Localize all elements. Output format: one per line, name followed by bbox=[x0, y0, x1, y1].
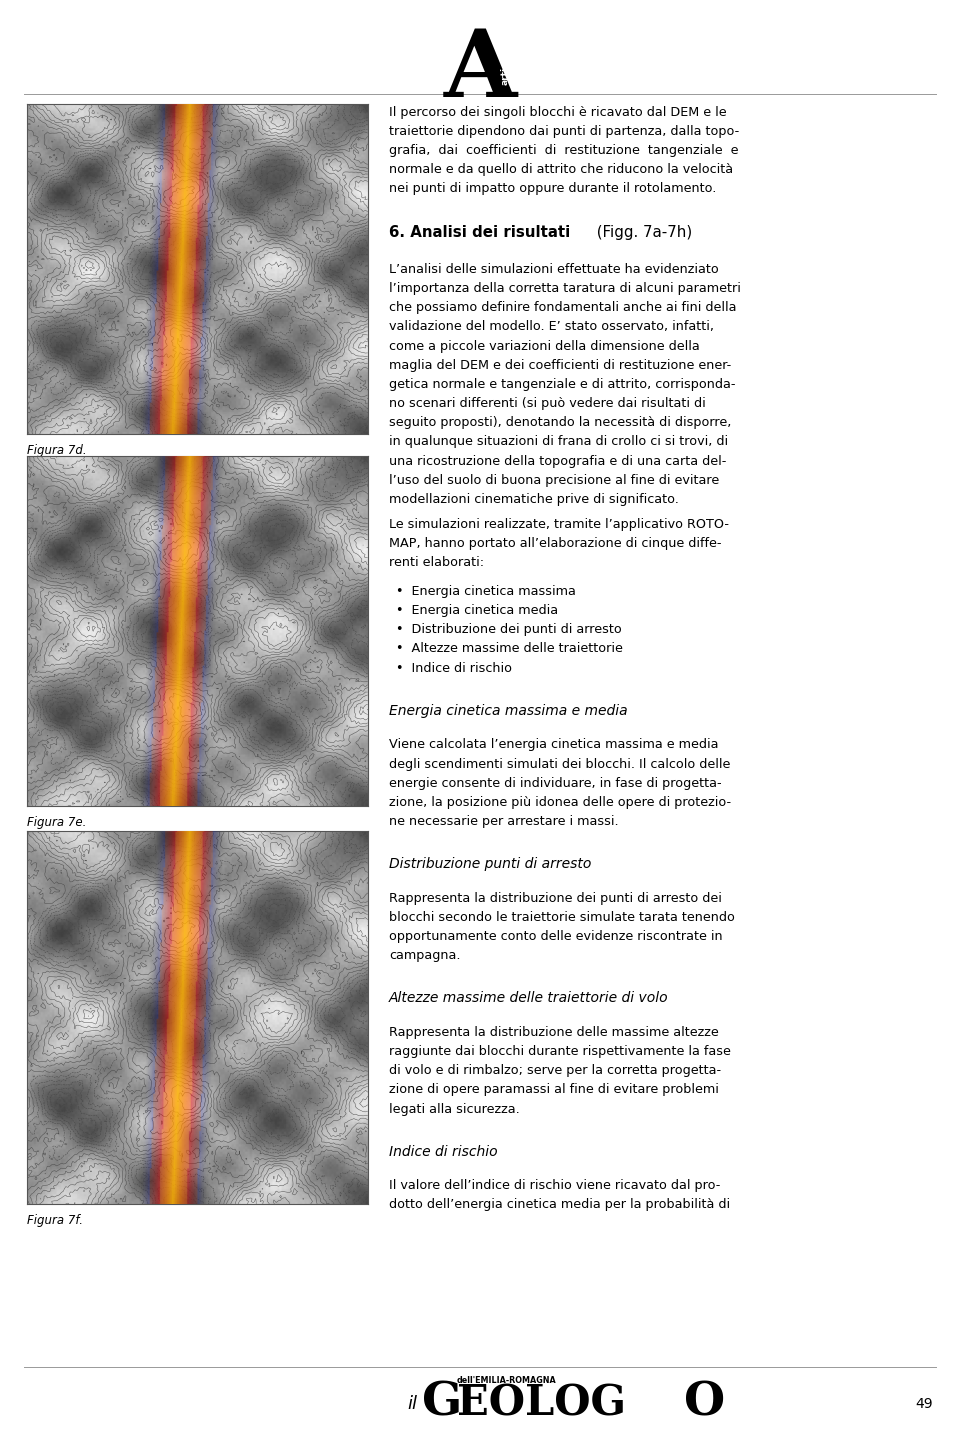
Text: renti elaborati:: renti elaborati: bbox=[389, 556, 484, 569]
Text: •  Energia cinetica media: • Energia cinetica media bbox=[396, 603, 559, 616]
Text: L’analisi delle simulazioni effettuate ha evidenziato: L’analisi delle simulazioni effettuate h… bbox=[389, 263, 718, 276]
Text: modellazioni cinematiche prive di significato.: modellazioni cinematiche prive di signif… bbox=[389, 493, 679, 506]
Text: di volo e di rimbalzo; serve per la corretta progetta-: di volo e di rimbalzo; serve per la corr… bbox=[389, 1064, 721, 1077]
Text: O: O bbox=[684, 1379, 725, 1425]
Text: •  Energia cinetica massima: • Energia cinetica massima bbox=[396, 585, 576, 598]
Text: articolo: articolo bbox=[500, 46, 510, 85]
Text: degli scendimenti simulati dei blocchi. Il calcolo delle: degli scendimenti simulati dei blocchi. … bbox=[389, 757, 731, 770]
Text: Il valore dell’indice di rischio viene ricavato dal pro-: Il valore dell’indice di rischio viene r… bbox=[389, 1179, 720, 1192]
Text: EOLOG: EOLOG bbox=[457, 1382, 626, 1425]
Text: normale e da quello di attrito che riducono la velocità: normale e da quello di attrito che riduc… bbox=[389, 164, 732, 177]
Text: Altezze massime delle traiettorie di volo: Altezze massime delle traiettorie di vol… bbox=[389, 991, 668, 1006]
Text: l’uso del suolo di buona precisione al fine di evitare: l’uso del suolo di buona precisione al f… bbox=[389, 473, 719, 486]
Text: A: A bbox=[444, 26, 516, 116]
Text: dotto dell’energia cinetica media per la probabilità di: dotto dell’energia cinetica media per la… bbox=[389, 1198, 730, 1211]
Text: come a piccole variazioni della dimensione della: come a piccole variazioni della dimensio… bbox=[389, 340, 700, 353]
Text: raggiunte dai blocchi durante rispettivamente la fase: raggiunte dai blocchi durante rispettiva… bbox=[389, 1045, 731, 1058]
Text: Le simulazioni realizzate, tramite l’applicativo ROTO-: Le simulazioni realizzate, tramite l’app… bbox=[389, 518, 729, 531]
Text: il: il bbox=[408, 1395, 418, 1412]
Text: Viene calcolata l’energia cinetica massima e media: Viene calcolata l’energia cinetica massi… bbox=[389, 738, 718, 751]
Text: getica normale e tangenziale e di attrito, corrisponda-: getica normale e tangenziale e di attrit… bbox=[389, 378, 735, 391]
Text: Figura 7f.: Figura 7f. bbox=[27, 1214, 83, 1227]
Text: nei punti di impatto oppure durante il rotolamento.: nei punti di impatto oppure durante il r… bbox=[389, 182, 716, 195]
Text: G: G bbox=[422, 1379, 463, 1425]
Text: Figura 7e.: Figura 7e. bbox=[27, 816, 86, 829]
Text: energie consente di individuare, in fase di progetta-: energie consente di individuare, in fase… bbox=[389, 777, 721, 790]
Text: 6. Analisi dei risultati: 6. Analisi dei risultati bbox=[389, 224, 570, 240]
Text: zione di opere paramassi al fine di evitare problemi: zione di opere paramassi al fine di evit… bbox=[389, 1084, 719, 1097]
Text: Energia cinetica massima e media: Energia cinetica massima e media bbox=[389, 703, 628, 718]
Text: maglia del DEM e dei coefficienti di restituzione ener-: maglia del DEM e dei coefficienti di res… bbox=[389, 359, 732, 372]
Text: 49: 49 bbox=[916, 1396, 933, 1411]
Text: grafia,  dai  coefficienti  di  restituzione  tangenziale  e: grafia, dai coefficienti di restituzione… bbox=[389, 145, 738, 156]
Text: opportunamente conto delle evidenze riscontrate in: opportunamente conto delle evidenze risc… bbox=[389, 930, 723, 943]
Text: Indice di rischio: Indice di rischio bbox=[389, 1145, 497, 1159]
Text: Figura 7d.: Figura 7d. bbox=[27, 444, 86, 457]
Text: •  Indice di rischio: • Indice di rischio bbox=[396, 661, 513, 674]
Text: validazione del modello. E’ stato osservato, infatti,: validazione del modello. E’ stato osserv… bbox=[389, 320, 714, 333]
Text: dell'EMILIA-ROMAGNA: dell'EMILIA-ROMAGNA bbox=[457, 1376, 557, 1385]
Text: l’importanza della corretta taratura di alcuni parametri: l’importanza della corretta taratura di … bbox=[389, 282, 741, 295]
Text: una ricostruzione della topografia e di una carta del-: una ricostruzione della topografia e di … bbox=[389, 454, 726, 467]
Text: che possiamo definire fondamentali anche ai fini della: che possiamo definire fondamentali anche… bbox=[389, 301, 736, 314]
Text: •  Altezze massime delle traiettorie: • Altezze massime delle traiettorie bbox=[396, 642, 623, 655]
Text: Il percorso dei singoli blocchi è ricavato dal DEM e le: Il percorso dei singoli blocchi è ricava… bbox=[389, 106, 727, 119]
Text: in qualunque situazioni di frana di crollo ci si trovi, di: in qualunque situazioni di frana di crol… bbox=[389, 436, 728, 449]
Text: (Figg. 7a-7h): (Figg. 7a-7h) bbox=[591, 224, 692, 240]
Text: Rappresenta la distribuzione dei punti di arresto dei: Rappresenta la distribuzione dei punti d… bbox=[389, 891, 722, 904]
Text: Rappresenta la distribuzione delle massime altezze: Rappresenta la distribuzione delle massi… bbox=[389, 1026, 718, 1039]
Text: traiettorie dipendono dai punti di partenza, dalla topo-: traiettorie dipendono dai punti di parte… bbox=[389, 124, 739, 137]
Text: legati alla sicurezza.: legati alla sicurezza. bbox=[389, 1103, 519, 1116]
Text: blocchi secondo le traiettorie simulate tarata tenendo: blocchi secondo le traiettorie simulate … bbox=[389, 910, 734, 923]
Text: zione, la posizione più idonea delle opere di protezio-: zione, la posizione più idonea delle ope… bbox=[389, 796, 731, 809]
Text: Distribuzione punti di arresto: Distribuzione punti di arresto bbox=[389, 857, 591, 871]
Text: no scenari differenti (si può vedere dai risultati di: no scenari differenti (si può vedere dai… bbox=[389, 396, 706, 410]
Text: •  Distribuzione dei punti di arresto: • Distribuzione dei punti di arresto bbox=[396, 624, 622, 637]
Text: campagna.: campagna. bbox=[389, 949, 460, 962]
Text: MAP, hanno portato all’elaborazione di cinque diffe-: MAP, hanno portato all’elaborazione di c… bbox=[389, 537, 721, 550]
Text: seguito proposti), denotando la necessità di disporre,: seguito proposti), denotando la necessit… bbox=[389, 417, 732, 430]
Text: ne necessarie per arrestare i massi.: ne necessarie per arrestare i massi. bbox=[389, 815, 618, 828]
